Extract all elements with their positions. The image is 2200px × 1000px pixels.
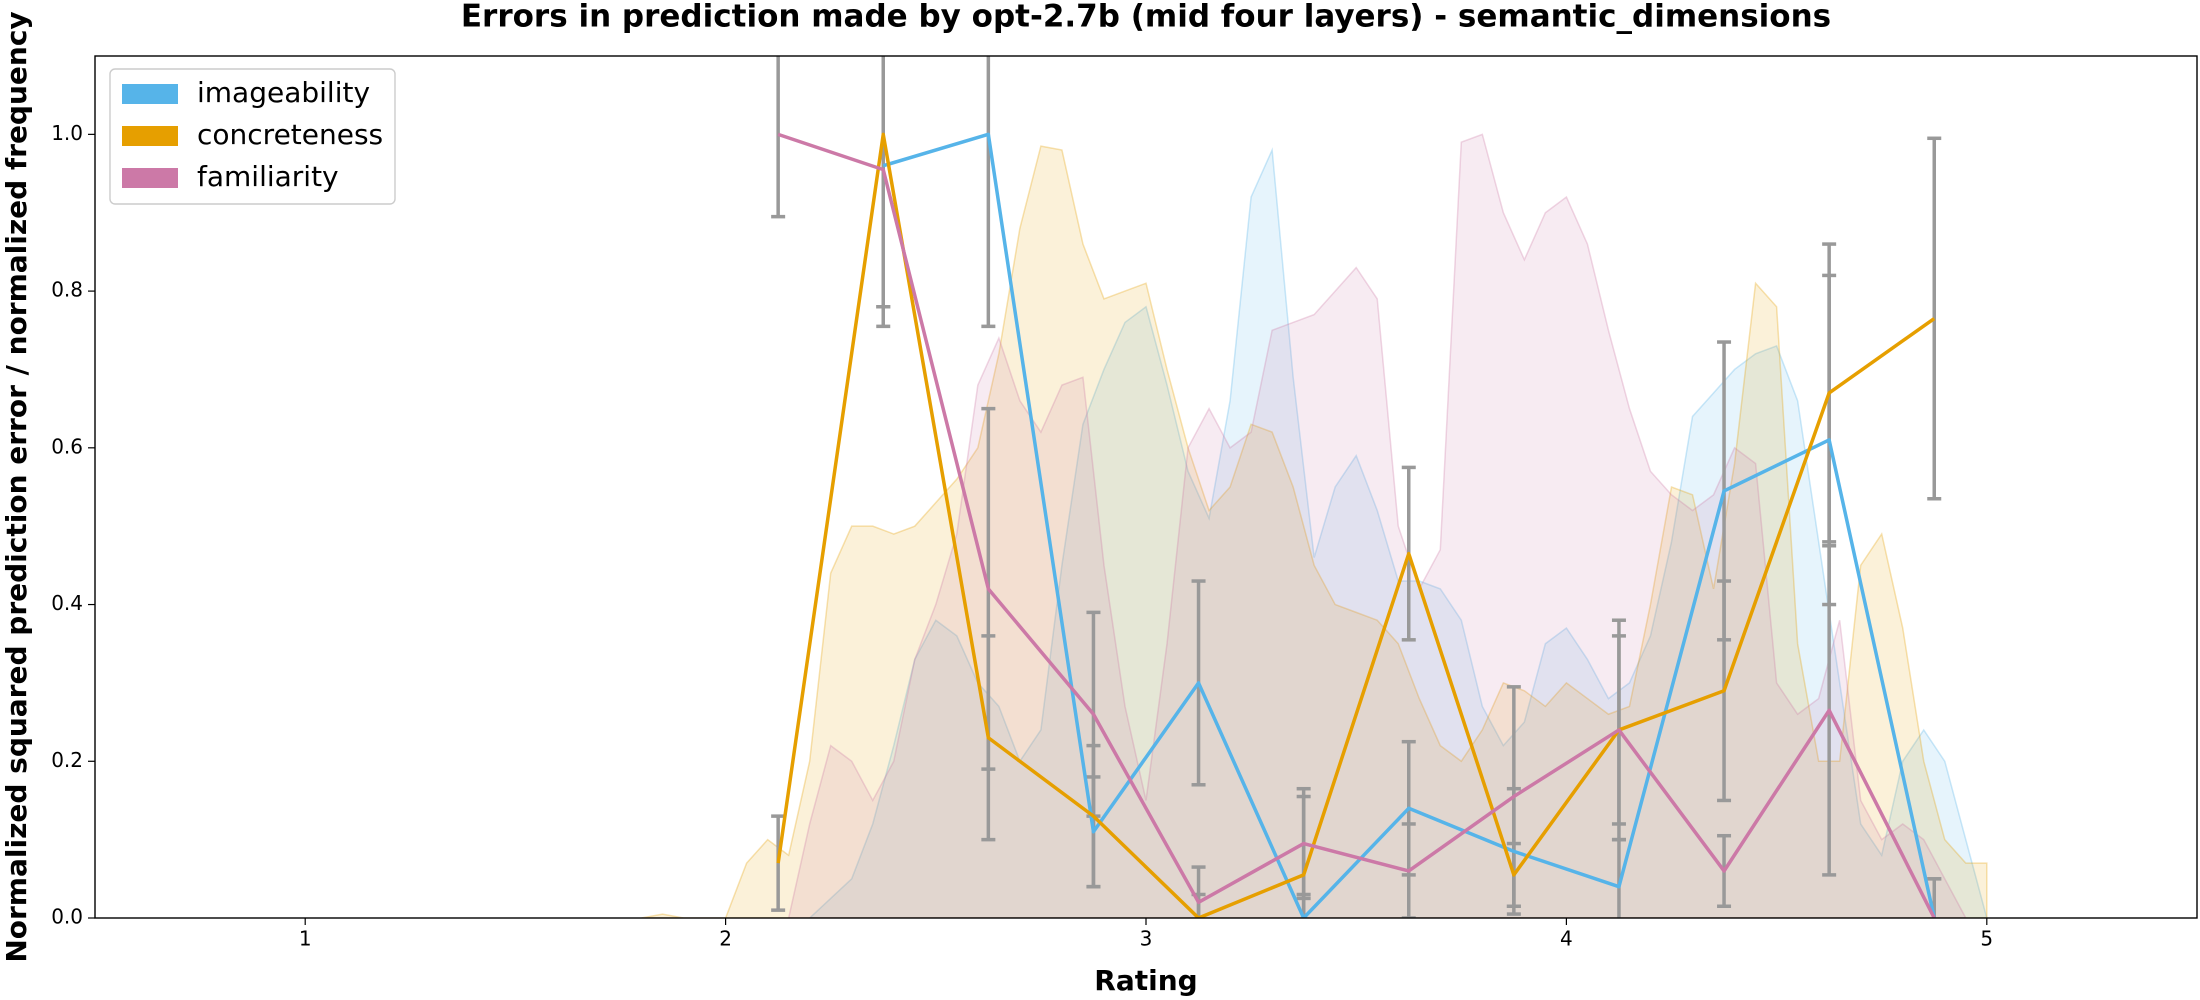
x-axis-label: Rating bbox=[1094, 964, 1197, 997]
y-axis-label: Normalized squared prediction error / no… bbox=[0, 11, 33, 962]
legend: imageability concreteness familiarity bbox=[109, 68, 396, 205]
legend-swatch bbox=[122, 126, 178, 146]
legend-label: familiarity bbox=[197, 160, 339, 193]
y-tick-label: 0.6 bbox=[51, 434, 83, 458]
legend-label: concreteness bbox=[197, 118, 383, 151]
legend-label: imageability bbox=[197, 76, 370, 109]
plot-area bbox=[641, 56, 1988, 918]
y-tick-label: 0.2 bbox=[51, 748, 83, 772]
x-tick-label: 3 bbox=[1140, 927, 1153, 951]
legend-swatch bbox=[122, 168, 178, 188]
y-tick-label: 1.0 bbox=[51, 121, 83, 145]
series-line bbox=[776, 132, 1936, 918]
x-tick-label: 5 bbox=[1980, 927, 1993, 951]
chart-title: Errors in prediction made by opt-2.7b (m… bbox=[461, 0, 1831, 35]
series-line bbox=[882, 132, 1936, 918]
y-tick-label: 0.8 bbox=[51, 278, 83, 302]
y-tick-label: 0.0 bbox=[51, 905, 83, 929]
x-tick-label: 1 bbox=[299, 927, 312, 951]
x-tick-label: 2 bbox=[719, 927, 732, 951]
legend-swatch bbox=[122, 84, 178, 104]
series-line bbox=[777, 132, 1936, 918]
x-tick-label: 4 bbox=[1560, 927, 1573, 951]
frequency-area bbox=[787, 133, 1967, 918]
y-tick-label: 0.4 bbox=[51, 591, 83, 615]
error-bar bbox=[1927, 877, 1942, 918]
frequency-area bbox=[641, 145, 1988, 918]
legend-box bbox=[109, 68, 396, 205]
